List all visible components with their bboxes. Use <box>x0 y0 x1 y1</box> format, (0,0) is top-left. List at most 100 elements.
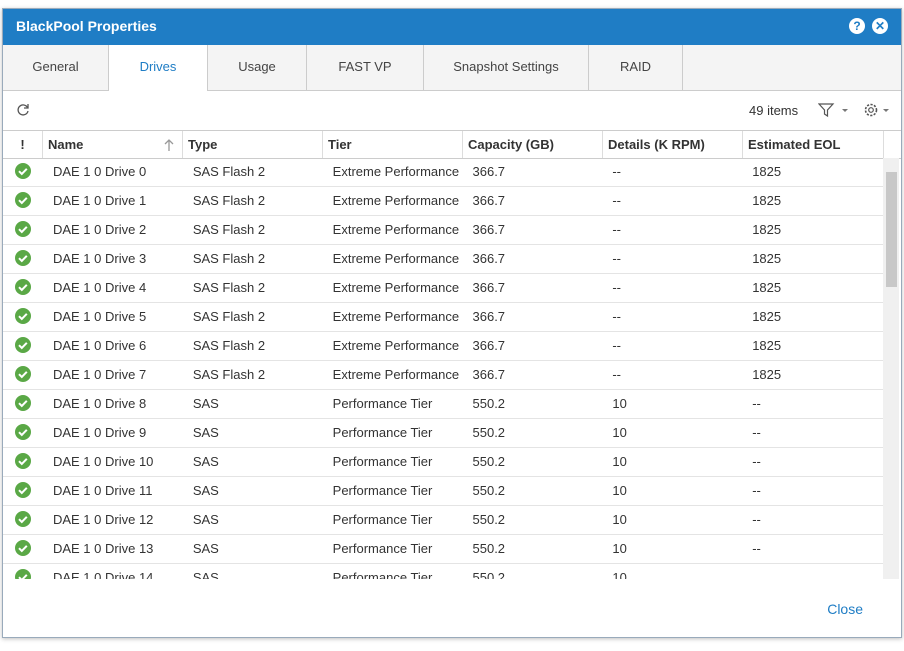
table-cell: DAE 1 0 Drive 8 <box>52 396 147 411</box>
scrollbar[interactable] <box>883 158 899 579</box>
status-cell <box>3 158 43 186</box>
status-cell <box>3 535 43 563</box>
table-cell: 10 <box>612 570 627 579</box>
status-ok-icon <box>15 365 31 382</box>
table-cell: SAS <box>192 541 219 556</box>
scroll-thumb[interactable] <box>886 172 897 287</box>
status-cell <box>3 332 43 360</box>
table-row[interactable]: DAE 1 0 Drive 3 SAS Flash 2 Extreme Perfor… <box>3 245 883 274</box>
title-bar: BlackPool Properties ? ✕ <box>3 9 901 45</box>
table-cell: 366.7 <box>472 251 506 266</box>
table-body: DAE 1 0 Drive 0 SAS Flash 2 Extreme Perfor… <box>3 158 883 579</box>
table-cell: SAS Flash 2 <box>192 164 266 179</box>
tab[interactable]: General <box>3 45 109 90</box>
table-row[interactable]: DAE 1 0 Drive 13 SAS Performance Tier 550.2… <box>3 535 883 564</box>
table-row[interactable]: DAE 1 0 Drive 5 SAS Flash 2 Extreme Perfor… <box>3 303 883 332</box>
table-cell: 366.7 <box>472 222 506 237</box>
tab[interactable]: Drives <box>109 45 208 91</box>
table-cell: 550.2 <box>472 425 506 440</box>
table-cell <box>742 564 883 579</box>
column-header[interactable]: Capacity (GB) <box>463 131 603 158</box>
table-cell: SAS Flash 2 <box>192 193 266 208</box>
table-cell: DAE 1 0 Drive 13 <box>52 541 154 556</box>
status-ok-icon <box>15 510 31 527</box>
tab[interactable]: RAID <box>589 45 683 90</box>
table-row[interactable]: DAE 1 0 Drive 12 SAS Performance Tier 550.2… <box>3 506 883 535</box>
status-cell <box>3 361 43 389</box>
tab-bar: General Drives Usage FAST VP Snapshot Settin… <box>3 45 901 91</box>
table-header: ! Name Type Tier Capacity (GB) Details (K RPM… <box>3 131 901 159</box>
table-cell: DAE 1 0 Drive 10 <box>52 454 154 469</box>
table-cell: DAE 1 0 Drive 0 <box>52 164 147 179</box>
table-cell: 10 <box>612 541 627 556</box>
filter-button[interactable] <box>818 102 850 118</box>
table-row[interactable]: DAE 1 0 Drive 6 SAS Flash 2 Extreme Perfor… <box>3 332 883 361</box>
status-cell <box>3 506 43 534</box>
table-cell: -- <box>752 454 761 469</box>
close-x-button[interactable]: ✕ <box>872 18 888 34</box>
table-cell: -- <box>612 193 622 208</box>
table-cell: 366.7 <box>472 367 506 382</box>
table-cell: Performance Tier <box>332 425 433 440</box>
table-cell: 1825 <box>752 280 782 295</box>
help-button[interactable]: ? <box>849 18 865 34</box>
table-cell: 1825 <box>752 222 782 237</box>
status-cell <box>3 245 43 273</box>
status-cell <box>3 477 43 505</box>
table-cell: 366.7 <box>472 164 506 179</box>
table-cell: Performance Tier <box>332 396 433 411</box>
table-cell: 550.2 <box>472 396 506 411</box>
table-cell: -- <box>612 164 622 179</box>
refresh-button[interactable] <box>16 103 30 117</box>
table-row[interactable]: DAE 1 0 Drive 9 SAS Performance Tier 550.2 1… <box>3 419 883 448</box>
settings-button[interactable] <box>863 102 895 118</box>
table-row[interactable]: DAE 1 0 Drive 0 SAS Flash 2 Extreme Perfor… <box>3 158 883 187</box>
table-cell: Extreme Performance <box>332 367 460 382</box>
table-cell: SAS <box>192 425 219 440</box>
column-header[interactable]: Type <box>183 131 323 158</box>
table-cell: -- <box>612 367 622 382</box>
status-ok-icon <box>15 249 31 266</box>
tab[interactable]: Snapshot Settings <box>424 45 589 90</box>
column-header[interactable]: Estimated EOL <box>743 131 884 158</box>
status-cell <box>3 216 43 244</box>
table-cell: Extreme Performance <box>332 251 460 266</box>
table-cell: 1825 <box>752 251 782 266</box>
status-ok-icon <box>15 278 31 295</box>
table-cell: Performance Tier <box>332 512 433 527</box>
table-row[interactable]: DAE 1 0 Drive 14 SAS Performance Tier 550.2… <box>3 564 883 579</box>
column-header[interactable]: Name <box>43 131 183 158</box>
table-cell: SAS Flash 2 <box>192 280 266 295</box>
table-row[interactable]: DAE 1 0 Drive 10 SAS Performance Tier 550.2… <box>3 448 883 477</box>
table-row[interactable]: DAE 1 0 Drive 2 SAS Flash 2 Extreme Perfor… <box>3 216 883 245</box>
table-cell: Performance Tier <box>332 483 433 498</box>
table-cell: SAS Flash 2 <box>192 367 266 382</box>
table-cell: SAS Flash 2 <box>192 222 266 237</box>
table-cell: DAE 1 0 Drive 7 <box>52 367 147 382</box>
table-cell: -- <box>752 512 761 527</box>
table-cell: DAE 1 0 Drive 4 <box>52 280 147 295</box>
table-row[interactable]: DAE 1 0 Drive 1 SAS Flash 2 Extreme Perfor… <box>3 187 883 216</box>
status-cell <box>3 564 43 579</box>
tab[interactable]: Usage <box>208 45 307 90</box>
table-cell: 550.2 <box>472 512 506 527</box>
status-ok-icon <box>15 394 31 411</box>
dialog: BlackPool Properties ? ✕ General Drives Us… <box>2 8 902 638</box>
table-row[interactable]: DAE 1 0 Drive 4 SAS Flash 2 Extreme Perfor… <box>3 274 883 303</box>
table-cell: Extreme Performance <box>332 222 460 237</box>
table-cell: Performance Tier <box>332 454 433 469</box>
table-row[interactable]: DAE 1 0 Drive 11 SAS Performance Tier 550.2… <box>3 477 883 506</box>
table-cell: 550.2 <box>472 454 506 469</box>
status-ok-icon <box>15 568 31 579</box>
table-row[interactable]: DAE 1 0 Drive 7 SAS Flash 2 Extreme Perfor… <box>3 361 883 390</box>
column-header[interactable]: Details (K RPM) <box>603 131 743 158</box>
table-cell: 366.7 <box>472 280 506 295</box>
column-header[interactable]: ! <box>3 131 43 158</box>
column-header[interactable]: Tier <box>323 131 463 158</box>
table-row[interactable]: DAE 1 0 Drive 8 SAS Performance Tier 550.2 1… <box>3 390 883 419</box>
tab[interactable]: FAST VP <box>307 45 424 90</box>
table-cell: -- <box>612 251 622 266</box>
close-button[interactable]: Close <box>827 601 863 617</box>
table-cell: -- <box>612 309 622 324</box>
